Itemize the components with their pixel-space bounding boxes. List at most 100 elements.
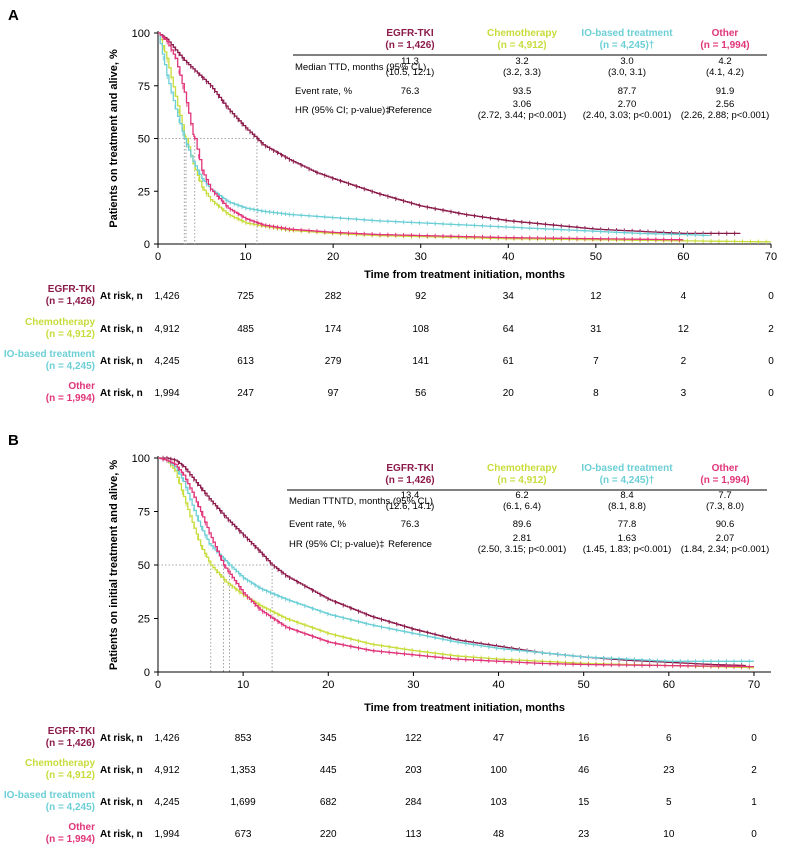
at-risk-value: 485 xyxy=(237,324,254,335)
at-risk-group-n: (n = 4,245) xyxy=(46,802,95,813)
at-risk-label: At risk, n xyxy=(100,388,143,399)
at-risk-value: 682 xyxy=(320,797,337,808)
censor-marks-egfr-tki xyxy=(162,455,743,668)
table-cell: 7.7 xyxy=(718,490,731,501)
panel-b: B Patients on initial treatment and alive… xyxy=(4,432,771,845)
at-risk-value: 103 xyxy=(490,797,507,808)
table-cell: 11.3 xyxy=(401,56,419,67)
at-risk-group-n: (n = 1,426) xyxy=(46,296,95,307)
at-risk-value: 12 xyxy=(678,324,690,335)
panel-a: A Patients on treatment and alive, % 0 25 50… xyxy=(4,7,777,404)
summary-table: EGFR-TKI(n = 1,426) Chemotherapy(n = 4,91… xyxy=(287,463,769,555)
x-tick-label: 0 xyxy=(155,679,161,691)
table-header-name: Chemotherapy xyxy=(487,463,557,474)
summary-table: EGFR-TKI(n = 1,426) Chemotherapy(n = 4,91… xyxy=(293,28,769,121)
table-header-n: (n = 1,994) xyxy=(700,40,749,51)
at-risk-value: 0 xyxy=(751,829,757,840)
table-header-name: EGFR-TKI xyxy=(386,463,433,474)
x-axis-label: Time from treatment initiation, months xyxy=(364,702,565,714)
y-tick-label: 50 xyxy=(138,560,150,572)
at-risk-table: EGFR-TKI(n = 1,426) At risk, n 1,426 725 282… xyxy=(4,284,774,404)
at-risk-value: 100 xyxy=(490,765,507,776)
km-curve-egfr-tki xyxy=(158,457,747,667)
table-cell: 8.4 xyxy=(620,490,633,501)
table-cell: 90.6 xyxy=(716,519,735,530)
x-tick-label: 50 xyxy=(590,251,602,263)
at-risk-value: 64 xyxy=(503,324,515,335)
at-risk-value: 282 xyxy=(325,291,342,302)
x-tick-label: 30 xyxy=(415,251,427,263)
y-tick-label: 75 xyxy=(138,81,150,93)
table-row-label: HR (95% CI; p-value)‡ xyxy=(295,105,391,116)
at-risk-label: At risk, n xyxy=(100,356,143,367)
x-tick-label: 60 xyxy=(677,251,689,263)
y-tick-label: 50 xyxy=(138,134,150,146)
at-risk-group-name: IO-based treatment xyxy=(4,349,96,360)
x-tick-label: 70 xyxy=(765,251,777,263)
table-cell: 93.5 xyxy=(513,86,532,97)
table-cell-ci: (8.1, 8.8) xyxy=(608,501,646,512)
table-cell-ci: (4.1, 4.2) xyxy=(706,67,744,78)
table-header-n: (n = 1,426) xyxy=(385,475,434,486)
table-cell: 4.2 xyxy=(718,56,731,67)
censor-marks-other xyxy=(162,35,680,242)
y-tick-label: 100 xyxy=(132,28,150,40)
at-risk-label: At risk, n xyxy=(100,291,143,302)
table-cell: 6.2 xyxy=(515,490,528,501)
table-header-name: IO-based treatment xyxy=(581,28,673,39)
at-risk-value: 48 xyxy=(493,829,505,840)
at-risk-label: At risk, n xyxy=(100,324,143,335)
x-tick-label: 10 xyxy=(237,679,249,691)
at-risk-value: 220 xyxy=(320,829,337,840)
table-cell-ci: (2.50, 3.15; p<0.001) xyxy=(478,544,566,555)
y-tick-label: 25 xyxy=(138,186,150,198)
table-cell-ci: (3.2, 3.3) xyxy=(503,67,541,78)
table-header-n: (n = 1,426) xyxy=(385,40,434,51)
table-cell: Reference xyxy=(388,539,432,550)
at-risk-group-name: IO-based treatment xyxy=(4,790,96,801)
at-risk-value: 34 xyxy=(503,291,515,302)
x-tick-label: 60 xyxy=(663,679,675,691)
table-cell: 76.3 xyxy=(401,519,420,530)
at-risk-value: 1,353 xyxy=(231,765,256,776)
censor-marks-other xyxy=(162,457,750,669)
table-cell: 91.9 xyxy=(716,86,735,97)
at-risk-value: 2 xyxy=(751,765,757,776)
km-curve-chemotherapy xyxy=(158,32,771,243)
km-curve-other xyxy=(158,457,754,668)
at-risk-value: 673 xyxy=(235,829,252,840)
y-tick-label: 0 xyxy=(144,667,150,679)
table-header-name: EGFR-TKI xyxy=(386,28,433,39)
at-risk-value: 5 xyxy=(666,797,672,808)
at-risk-value: 141 xyxy=(412,356,429,367)
at-risk-group-name: Chemotherapy xyxy=(25,758,95,769)
at-risk-value: 92 xyxy=(415,291,427,302)
y-tick-label: 0 xyxy=(144,239,150,251)
at-risk-label: At risk, n xyxy=(100,797,143,808)
at-risk-value: 853 xyxy=(235,733,252,744)
table-cell: 3.0 xyxy=(620,56,633,67)
at-risk-value: 1,699 xyxy=(231,797,256,808)
at-risk-value: 4,245 xyxy=(154,797,179,808)
at-risk-value: 31 xyxy=(590,324,602,335)
table-cell: 2.81 xyxy=(513,533,532,544)
at-risk-value: 1,994 xyxy=(154,829,179,840)
km-curve-chemotherapy xyxy=(158,457,754,669)
y-tick-label: 100 xyxy=(132,453,150,465)
panel-letter: A xyxy=(8,7,19,24)
table-header-name: IO-based treatment xyxy=(581,463,673,474)
at-risk-group-n: (n = 4,912) xyxy=(46,329,95,340)
table-cell: 2.56 xyxy=(716,99,735,110)
y-tick-label: 25 xyxy=(138,614,150,626)
table-cell: 87.7 xyxy=(618,86,637,97)
table-cell: 3.06 xyxy=(513,99,532,110)
table-cell: 13.4 xyxy=(401,490,420,501)
at-risk-group-n: (n = 1,994) xyxy=(46,834,95,845)
x-tick-label: 40 xyxy=(492,679,504,691)
table-header-n: (n = 4,245)† xyxy=(600,475,655,486)
at-risk-label: At risk, n xyxy=(100,829,143,840)
at-risk-value: 122 xyxy=(405,733,422,744)
table-cell: 1.63 xyxy=(618,533,637,544)
table-cell: 77.8 xyxy=(618,519,637,530)
at-risk-group-n: (n = 1,994) xyxy=(46,393,95,404)
